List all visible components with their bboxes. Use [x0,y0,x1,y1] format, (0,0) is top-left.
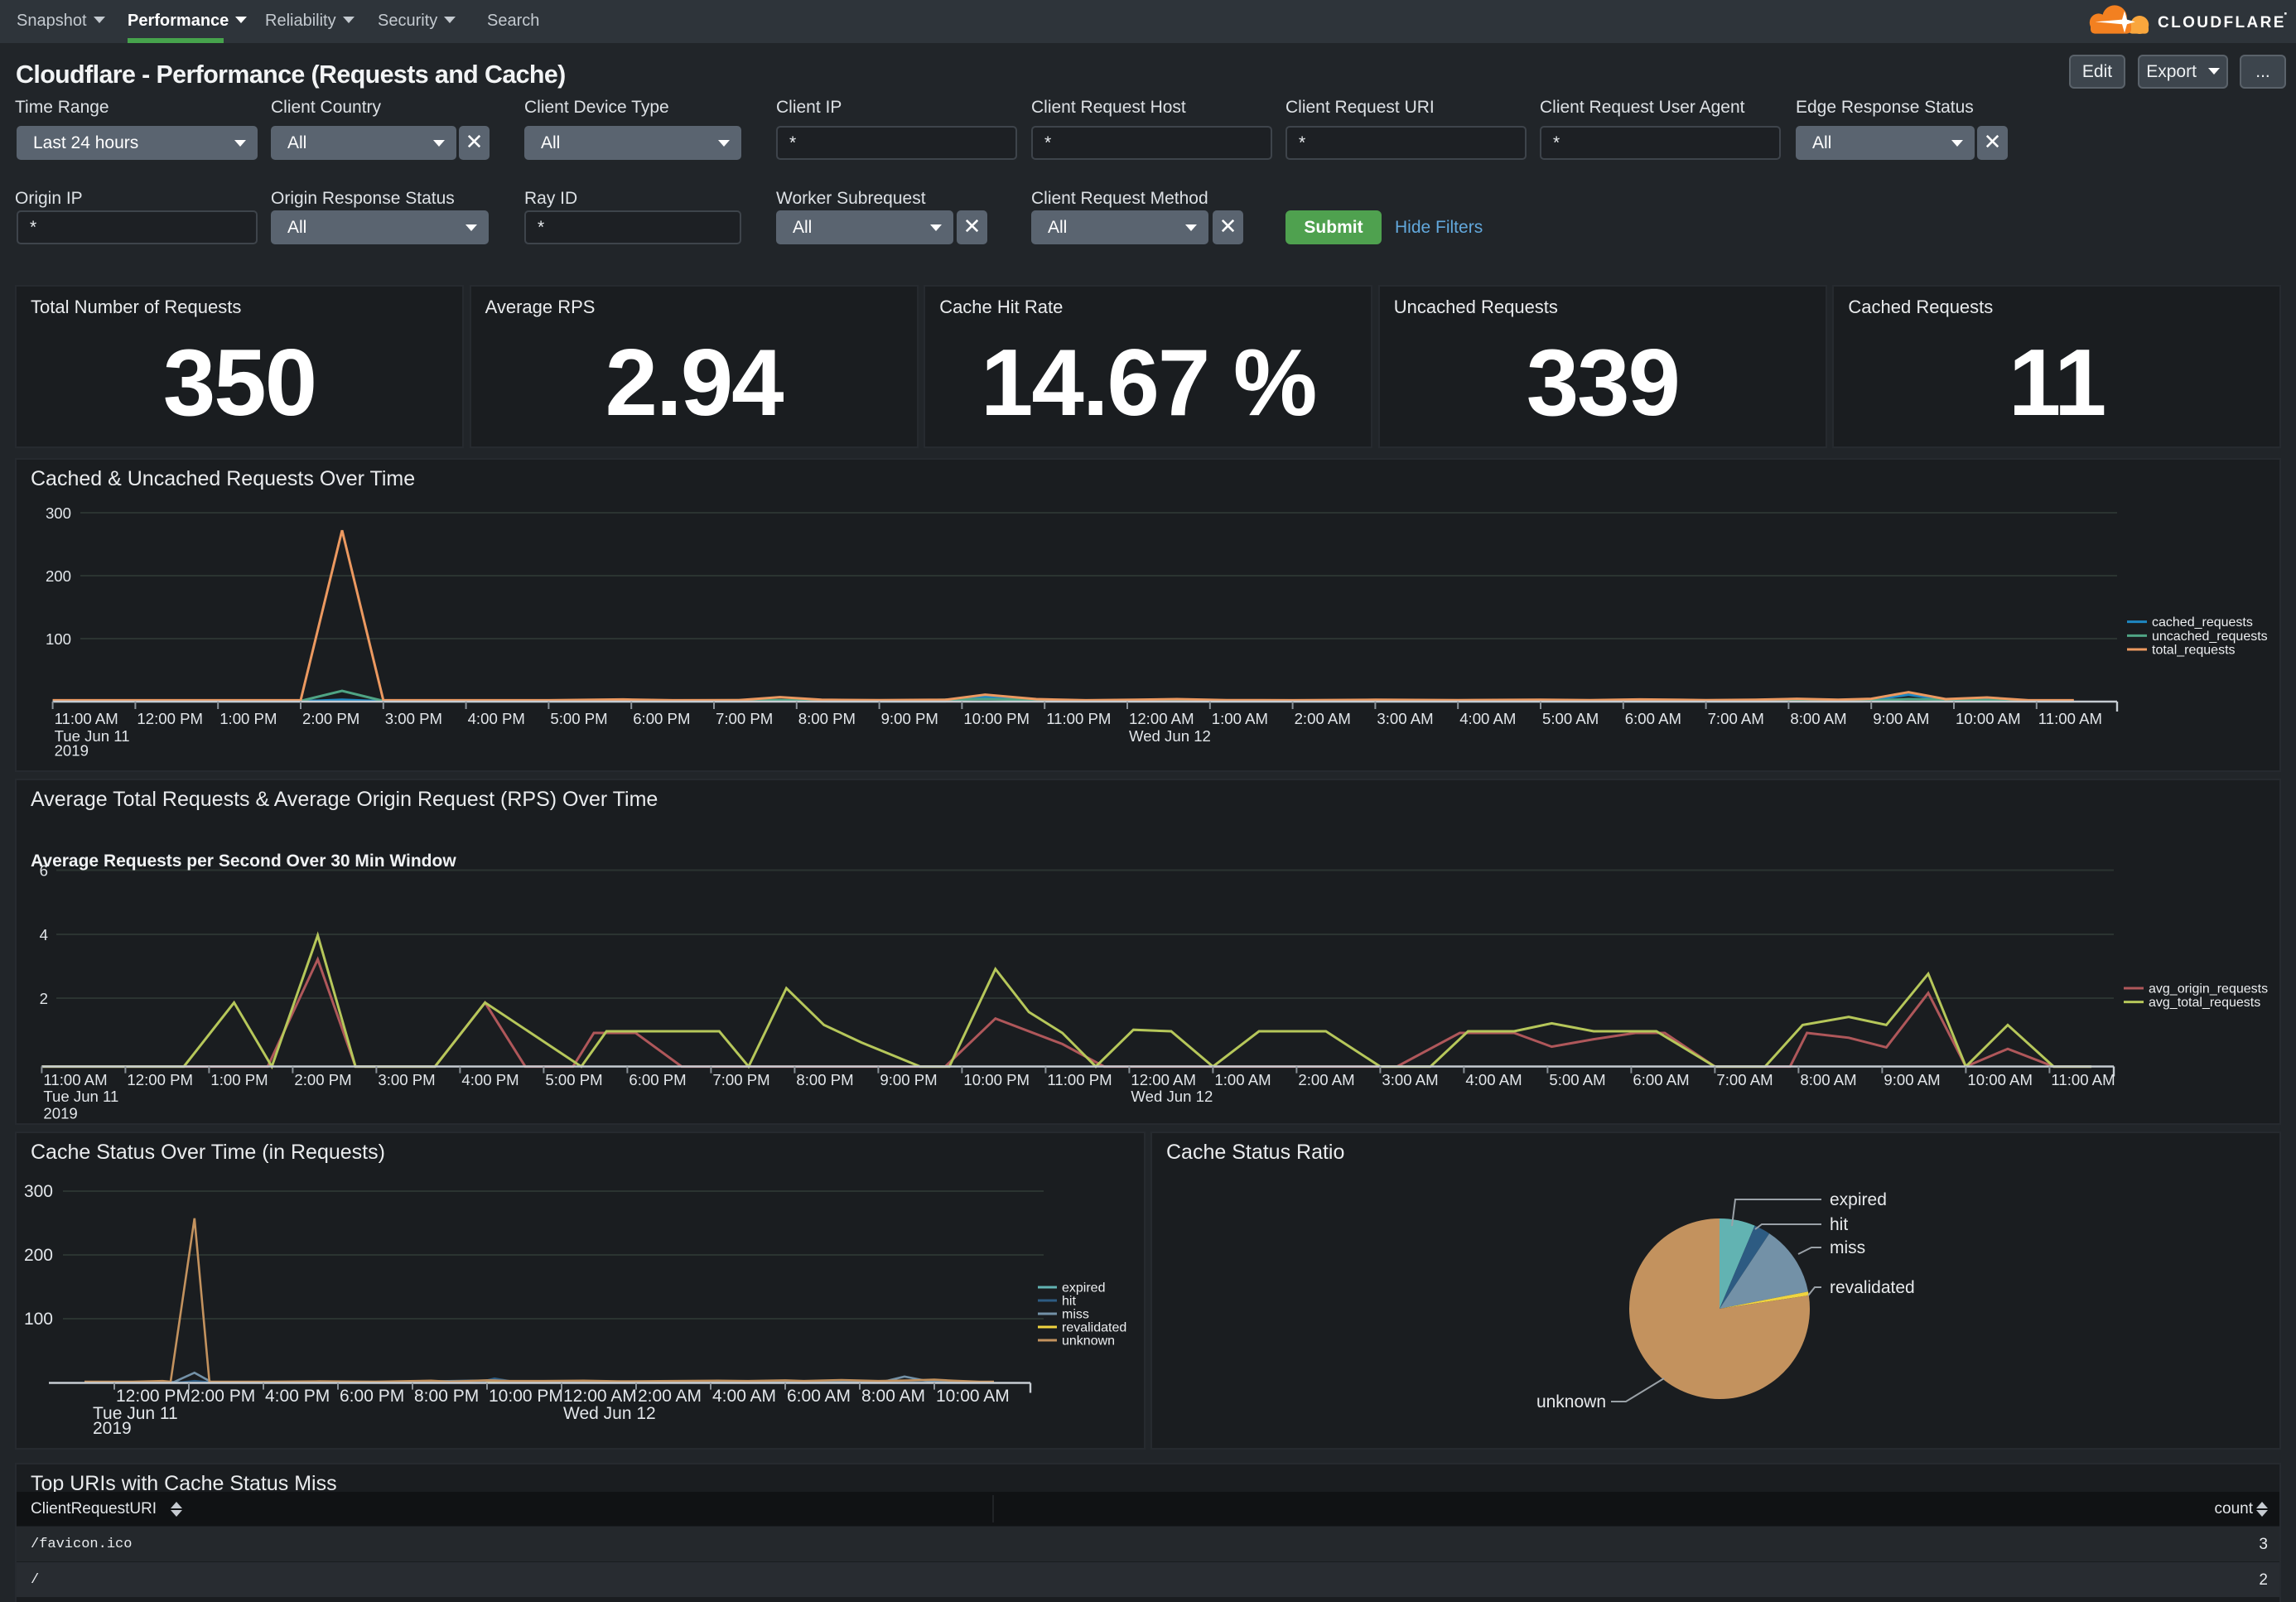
svg-text:4:00 PM: 4:00 PM [468,710,525,727]
svg-text:300: 300 [46,504,71,522]
svg-text:11:00 AM: 11:00 AM [2038,710,2102,727]
svg-text:9:00 PM: 9:00 PM [880,1071,937,1088]
svg-text:4:00 PM: 4:00 PM [461,1071,519,1088]
svg-text:5:00 PM: 5:00 PM [550,710,607,727]
svg-text:100: 100 [46,630,71,648]
svg-text:9:00 PM: 9:00 PM [881,710,938,727]
svg-text:10:00 AM: 10:00 AM [1967,1071,2033,1088]
svg-text:10:00 AM: 10:00 AM [936,1387,1010,1406]
svg-text:expired: expired [1062,1281,1105,1296]
svg-text:4:00 PM: 4:00 PM [265,1387,330,1406]
svg-text:CLOUDFLARE: CLOUDFLARE [2158,14,2286,31]
svg-text:revalidated: revalidated [1062,1321,1126,1335]
svg-text:unknown: unknown [1536,1392,1606,1411]
svg-text:10:00 PM: 10:00 PM [489,1387,563,1406]
svg-text:cached_requests: cached_requests [2152,615,2253,630]
svg-text:200: 200 [46,567,71,585]
svg-text:6: 6 [40,862,48,880]
svg-text:8:00 PM: 8:00 PM [798,710,856,727]
svg-text:1:00 AM: 1:00 AM [1212,710,1268,727]
svg-text:12:00 PM: 12:00 PM [116,1387,191,1406]
svg-text:11:00 AM: 11:00 AM [2051,1071,2115,1088]
svg-text:4: 4 [40,926,48,943]
svg-text:300: 300 [24,1182,53,1201]
svg-text:miss: miss [1830,1238,1865,1257]
svg-text:8:00 AM: 8:00 AM [1800,1071,1856,1088]
svg-text:8:00 PM: 8:00 PM [796,1071,853,1088]
svg-text:8:00 AM: 8:00 AM [861,1387,925,1406]
svg-text:Wed Jun 12: Wed Jun 12 [563,1404,656,1423]
svg-text:12:00 PM: 12:00 PM [127,1071,193,1088]
svg-text:5:00 AM: 5:00 AM [1549,1071,1605,1088]
svg-text:revalidated: revalidated [1830,1278,1915,1297]
svg-text:5:00 PM: 5:00 PM [545,1071,602,1088]
svg-text:Tue Jun 11: Tue Jun 11 [55,727,130,745]
svg-text:4:00 AM: 4:00 AM [712,1387,776,1406]
svg-text:Wed Jun 12: Wed Jun 12 [1129,727,1211,745]
svg-text:2:00 AM: 2:00 AM [1298,1071,1354,1088]
svg-text:1:00 PM: 1:00 PM [210,1071,268,1088]
svg-text:8:00 PM: 8:00 PM [414,1387,479,1406]
svg-text:12:00 AM: 12:00 AM [1131,1071,1196,1088]
svg-text:3:00 AM: 3:00 AM [1377,710,1433,727]
svg-text:4:00 AM: 4:00 AM [1465,1071,1522,1088]
svg-text:2: 2 [40,990,48,1007]
svg-text:6:00 AM: 6:00 AM [1633,1071,1689,1088]
svg-text:2019: 2019 [55,742,89,760]
svg-text:expired: expired [1830,1190,1887,1209]
svg-text:miss: miss [1062,1308,1089,1322]
svg-text:2019: 2019 [93,1419,132,1438]
svg-text:2:00 PM: 2:00 PM [294,1071,351,1088]
svg-text:9:00 AM: 9:00 AM [1873,710,1929,727]
svg-text:hit: hit [1830,1215,1848,1234]
svg-text:Tue Jun 11: Tue Jun 11 [43,1088,118,1105]
svg-text:12:00 PM: 12:00 PM [137,710,203,727]
svg-text:11:00 AM: 11:00 AM [43,1071,107,1088]
svg-text:6:00 AM: 6:00 AM [787,1387,851,1406]
svg-text:3:00 AM: 3:00 AM [1382,1071,1438,1088]
svg-text:unknown: unknown [1062,1334,1115,1349]
svg-text:1:00 PM: 1:00 PM [219,710,277,727]
svg-text:6:00 PM: 6:00 PM [629,1071,686,1088]
svg-text:uncached_requests: uncached_requests [2152,630,2268,644]
svg-text:12:00 AM: 12:00 AM [563,1387,637,1406]
svg-text:avg_total_requests: avg_total_requests [2149,996,2260,1010]
svg-text:1:00 AM: 1:00 AM [1214,1071,1271,1088]
svg-text:2:00 AM: 2:00 AM [1295,710,1351,727]
svg-text:Tue Jun 11: Tue Jun 11 [93,1404,178,1423]
svg-text:2:00 PM: 2:00 PM [302,710,359,727]
svg-text:6:00 PM: 6:00 PM [633,710,690,727]
svg-text:9:00 AM: 9:00 AM [1884,1071,1940,1088]
svg-text:10:00 AM: 10:00 AM [1956,710,2021,727]
svg-text:10:00 PM: 10:00 PM [963,710,1030,727]
svg-text:6:00 AM: 6:00 AM [1625,710,1681,727]
svg-text:200: 200 [24,1246,53,1265]
svg-text:5:00 AM: 5:00 AM [1542,710,1599,727]
svg-text:11:00 PM: 11:00 PM [1047,1071,1112,1088]
svg-text:hit: hit [1062,1295,1076,1309]
svg-text:4:00 AM: 4:00 AM [1459,710,1516,727]
svg-text:7:00 AM: 7:00 AM [1708,710,1764,727]
svg-text:2:00 AM: 2:00 AM [638,1387,702,1406]
svg-text:7:00 PM: 7:00 PM [712,1071,769,1088]
svg-text:7:00 PM: 7:00 PM [716,710,773,727]
svg-text:2019: 2019 [43,1104,77,1122]
svg-text:11:00 PM: 11:00 PM [1046,710,1111,727]
svg-text:3:00 PM: 3:00 PM [385,710,442,727]
svg-text:3:00 PM: 3:00 PM [378,1071,435,1088]
svg-text:Wed Jun 12: Wed Jun 12 [1131,1088,1213,1105]
svg-text:11:00 AM: 11:00 AM [55,710,118,727]
svg-text:avg_origin_requests: avg_origin_requests [2149,982,2268,996]
svg-text:6:00 PM: 6:00 PM [340,1387,404,1406]
svg-text:2:00 PM: 2:00 PM [191,1387,255,1406]
svg-text:8:00 AM: 8:00 AM [1790,710,1846,727]
svg-text:7:00 AM: 7:00 AM [1716,1071,1773,1088]
svg-text:100: 100 [24,1310,53,1329]
svg-text:12:00 AM: 12:00 AM [1129,710,1194,727]
svg-text:total_requests: total_requests [2152,644,2236,658]
svg-text:10:00 PM: 10:00 PM [963,1071,1030,1088]
